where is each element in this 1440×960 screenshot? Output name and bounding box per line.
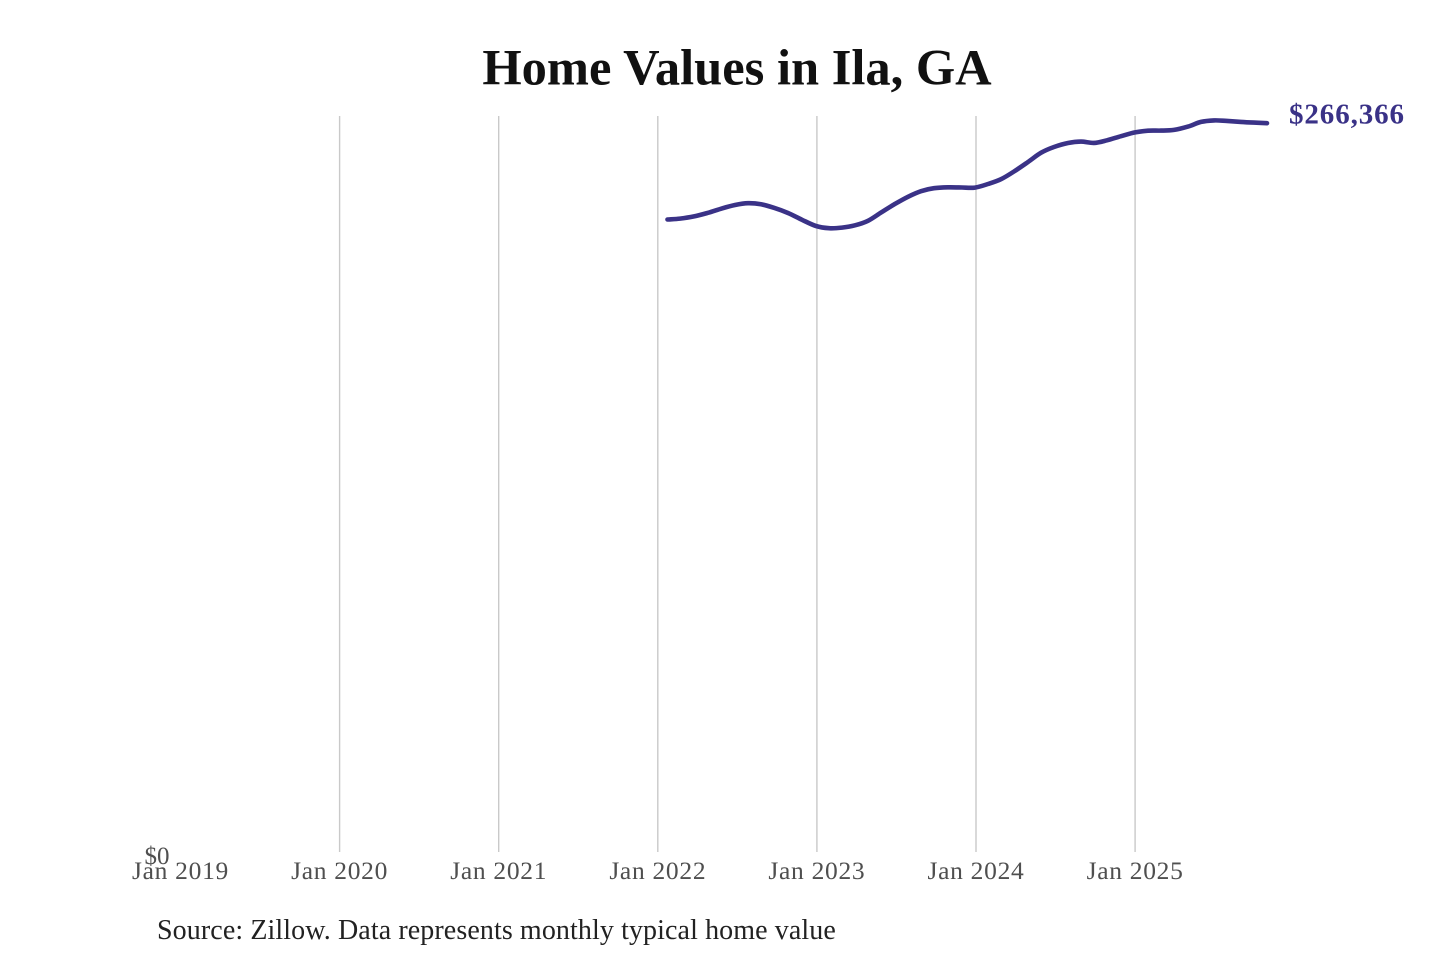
svg-text:$0: $0	[145, 843, 170, 870]
svg-text:Jan 2022: Jan 2022	[609, 856, 706, 885]
svg-text:Jan 2023: Jan 2023	[768, 856, 865, 885]
svg-text:Source: Zillow. Data represent: Source: Zillow. Data represents monthly …	[157, 915, 836, 946]
svg-text:Jan 2019: Jan 2019	[132, 856, 229, 885]
svg-text:Jan 2020: Jan 2020	[291, 856, 388, 885]
svg-text:Jan 2025: Jan 2025	[1087, 856, 1184, 885]
svg-text:Jan 2024: Jan 2024	[928, 856, 1025, 885]
svg-text:Jan 2021: Jan 2021	[450, 856, 547, 885]
svg-text:$266,366: $266,366	[1289, 99, 1405, 131]
svg-text:Home Values in Ila, GA: Home Values in Ila, GA	[482, 40, 992, 96]
